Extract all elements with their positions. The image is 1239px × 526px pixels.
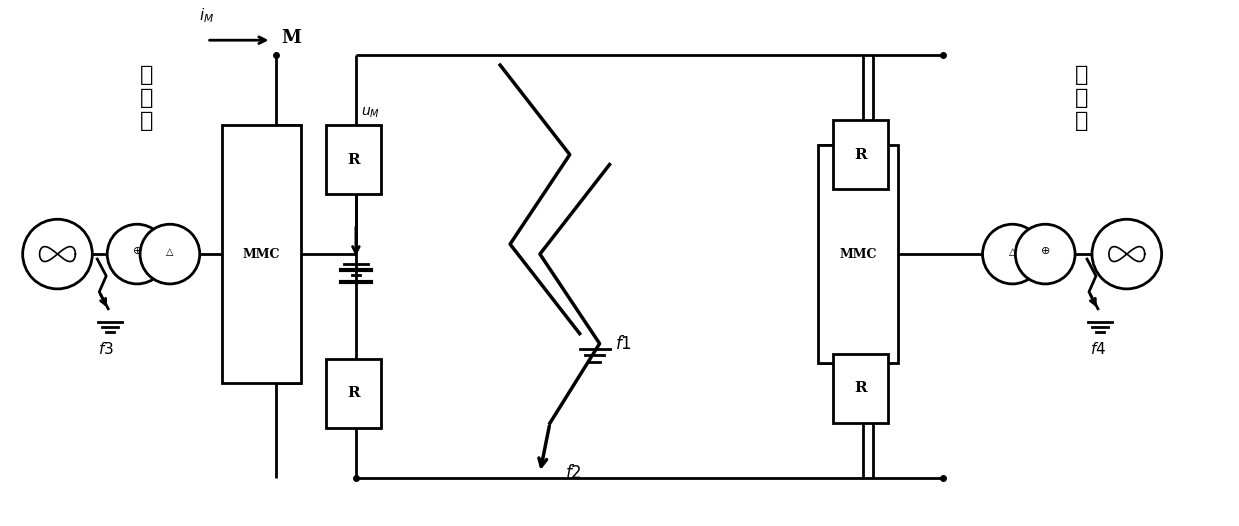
Bar <box>834 120 888 189</box>
Bar <box>222 125 301 383</box>
Text: $u_M$: $u_M$ <box>361 105 380 120</box>
Text: R: R <box>347 386 359 400</box>
Circle shape <box>1092 219 1162 289</box>
Text: M: M <box>281 29 301 47</box>
Text: R: R <box>855 148 867 161</box>
Bar <box>834 353 888 423</box>
Text: $\triangle$: $\triangle$ <box>1007 246 1018 258</box>
Text: MMC: MMC <box>840 248 877 260</box>
Text: $\triangle$: $\triangle$ <box>165 246 176 258</box>
Circle shape <box>108 224 167 284</box>
Bar <box>326 125 380 195</box>
Text: 整
流
侧: 整 流 侧 <box>140 65 154 132</box>
Text: R: R <box>347 153 359 167</box>
Text: $f2$: $f2$ <box>565 464 581 482</box>
Text: $f1$: $f1$ <box>615 335 632 352</box>
Circle shape <box>983 224 1042 284</box>
Circle shape <box>1016 224 1075 284</box>
Text: $f3$: $f3$ <box>98 341 114 357</box>
Text: 逆
变
侧: 逆 变 侧 <box>1075 65 1089 132</box>
Text: MMC: MMC <box>243 248 280 260</box>
Circle shape <box>140 224 199 284</box>
Text: R: R <box>855 381 867 396</box>
Text: $\oplus$: $\oplus$ <box>1040 245 1051 256</box>
Bar <box>819 145 898 363</box>
Text: $\oplus$: $\oplus$ <box>131 245 142 256</box>
Text: $i_M$: $i_M$ <box>199 7 214 25</box>
Text: $f4$: $f4$ <box>1090 341 1106 357</box>
Bar <box>326 359 380 428</box>
Circle shape <box>22 219 92 289</box>
